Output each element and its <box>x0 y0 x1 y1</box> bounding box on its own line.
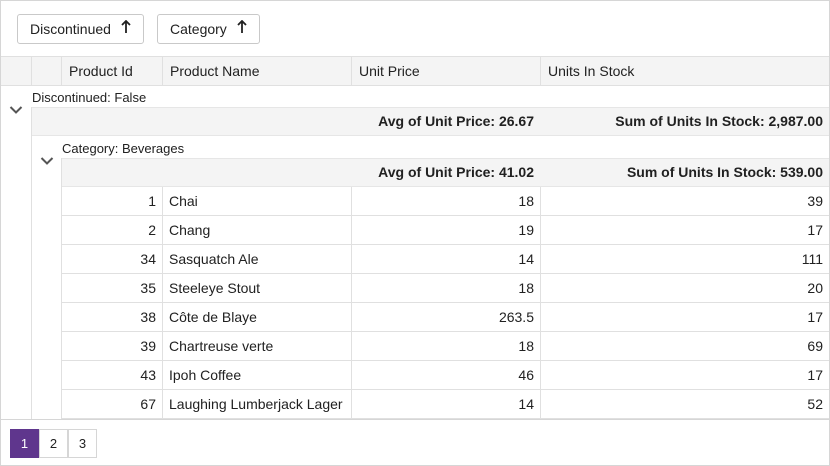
cell-units-in-stock[interactable]: 17 <box>540 216 829 244</box>
cell-unit-price[interactable]: 18 <box>351 187 540 215</box>
cell-product-id[interactable]: 35 <box>61 274 162 302</box>
summary-avg-unit-price: Avg of Unit Price: 26.67 <box>378 113 534 129</box>
group-caption-category: Category: Beverages <box>62 141 185 156</box>
cell-units-in-stock[interactable]: 39 <box>540 187 829 215</box>
group-chip-label: Category <box>170 21 227 37</box>
chevron-down-icon <box>40 153 54 169</box>
group-expander-category[interactable] <box>39 153 55 169</box>
cell-units-in-stock[interactable]: 111 <box>540 245 829 273</box>
table-row[interactable]: 38 Côte de Blaye 263.5 17 <box>61 303 829 332</box>
group-summary-row: Avg of Unit Price: 26.67 Sum of Units In… <box>32 107 829 136</box>
cell-product-name[interactable]: Ipoh Coffee <box>162 361 351 389</box>
group-chip-category[interactable]: Category <box>157 14 260 44</box>
group-summary-row: Avg of Unit Price: 41.02 Sum of Units In… <box>62 158 829 187</box>
cell-product-id[interactable]: 39 <box>61 332 162 360</box>
column-header-row: Product Id Product Name Unit Price Units… <box>1 56 829 86</box>
cell-units-in-stock[interactable]: 52 <box>540 390 829 418</box>
chevron-down-icon <box>9 102 23 118</box>
cell-units-in-stock[interactable]: 17 <box>540 303 829 331</box>
cell-product-id[interactable]: 43 <box>61 361 162 389</box>
cell-product-name[interactable]: Sasquatch Ale <box>162 245 351 273</box>
table-row[interactable]: 34 Sasquatch Ale 14 111 <box>61 245 829 274</box>
summary-sum-units-in-stock: Sum of Units In Stock: 539.00 <box>626 164 823 180</box>
cell-product-name[interactable]: Chang <box>162 216 351 244</box>
arrow-up-icon <box>121 19 131 38</box>
group-chip-label: Discontinued <box>30 21 111 37</box>
summary-avg-unit-price: Avg of Unit Price: 41.02 <box>378 164 534 180</box>
group-caption-discontinued: Discontinued: False <box>32 90 147 105</box>
cell-product-id[interactable]: 34 <box>61 245 162 273</box>
arrow-up-icon <box>237 19 247 38</box>
page-button-3[interactable]: 3 <box>68 429 97 458</box>
cell-unit-price[interactable]: 14 <box>351 390 540 418</box>
table-row[interactable]: 39 Chartreuse verte 18 69 <box>61 332 829 361</box>
pager: 1 2 3 <box>1 419 829 465</box>
cell-product-id[interactable]: 2 <box>61 216 162 244</box>
column-header-units-in-stock[interactable]: Units In Stock <box>540 57 829 85</box>
cell-unit-price[interactable]: 19 <box>351 216 540 244</box>
cell-product-name[interactable]: Chai <box>162 187 351 215</box>
cell-unit-price[interactable]: 14 <box>351 245 540 273</box>
column-header-product-id[interactable]: Product Id <box>61 57 162 85</box>
cell-product-name[interactable]: Côte de Blaye <box>162 303 351 331</box>
page-button-2[interactable]: 2 <box>39 429 68 458</box>
page-button-1[interactable]: 1 <box>10 429 39 458</box>
cell-product-name[interactable]: Laughing Lumberjack Lager <box>162 390 351 418</box>
cell-product-name[interactable]: Chartreuse verte <box>162 332 351 360</box>
table-row[interactable]: 67 Laughing Lumberjack Lager 14 52 <box>61 390 829 419</box>
cell-units-in-stock[interactable]: 69 <box>540 332 829 360</box>
cell-unit-price[interactable]: 18 <box>351 274 540 302</box>
cell-units-in-stock[interactable]: 17 <box>540 361 829 389</box>
table-row[interactable]: 43 Ipoh Coffee 46 17 <box>61 361 829 390</box>
table-row[interactable]: 1 Chai 18 39 <box>61 187 829 216</box>
cell-product-id[interactable]: 1 <box>61 187 162 215</box>
cell-unit-price[interactable]: 263.5 <box>351 303 540 331</box>
cell-units-in-stock[interactable]: 20 <box>540 274 829 302</box>
indent-divider <box>31 107 32 419</box>
column-header-unit-price[interactable]: Unit Price <box>351 57 540 85</box>
cell-product-id[interactable]: 38 <box>61 303 162 331</box>
cell-unit-price[interactable]: 18 <box>351 332 540 360</box>
column-header-product-name[interactable]: Product Name <box>162 57 351 85</box>
group-chip-discontinued[interactable]: Discontinued <box>17 14 144 44</box>
table-row[interactable]: 2 Chang 19 17 <box>61 216 829 245</box>
group-expander-discontinued[interactable] <box>8 102 24 118</box>
cell-unit-price[interactable]: 46 <box>351 361 540 389</box>
indent-header-cell <box>31 57 61 85</box>
cell-product-id[interactable]: 67 <box>61 390 162 418</box>
cell-product-name[interactable]: Steeleye Stout <box>162 274 351 302</box>
table-row[interactable]: 35 Steeleye Stout 18 20 <box>61 274 829 303</box>
summary-sum-units-in-stock: Sum of Units In Stock: 2,987.00 <box>615 113 823 129</box>
group-panel: Discontinued Category <box>1 1 829 56</box>
